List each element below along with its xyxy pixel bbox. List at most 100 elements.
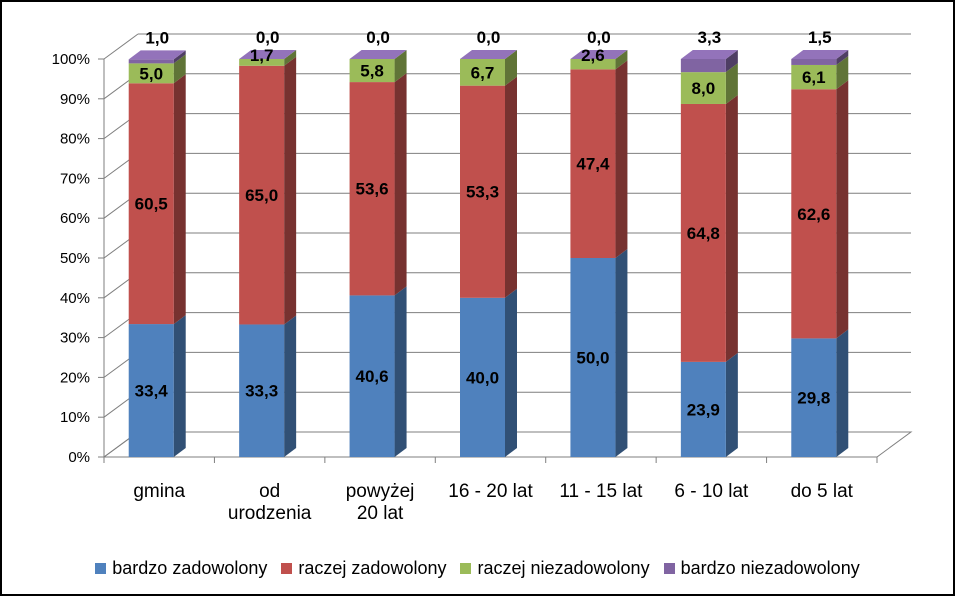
legend-swatch (95, 562, 107, 574)
data-label: 33,3 (245, 382, 278, 401)
bar-segment (128, 324, 174, 457)
bar-side (284, 50, 297, 66)
data-label: 2,6 (581, 46, 605, 65)
legend-item: raczej zadowolony (281, 558, 446, 579)
x-category-label: do 5 lat (791, 481, 854, 502)
bar-segment (349, 295, 395, 457)
bar-segment (349, 59, 395, 83)
bar-segment (239, 65, 285, 325)
x-category-label: urodzenia (228, 503, 312, 524)
x-category-label: gmina (133, 481, 185, 502)
gridline-diagonal (103, 33, 139, 60)
bar-segment (460, 297, 505, 457)
legend-item: raczej niezadowolony (460, 557, 650, 579)
bar-side (836, 329, 849, 457)
data-labels: 33,460,55,01,033,365,01,70,040,653,65,80… (135, 28, 832, 419)
y-tick-label: 40% (60, 290, 90, 307)
bar-stack (239, 50, 297, 457)
bar-side (173, 315, 186, 457)
bar-stack (570, 50, 628, 457)
legend-label: raczej niezadowolony (477, 557, 650, 578)
bar-side (836, 50, 849, 65)
bar-top (680, 50, 738, 59)
data-label: 62,6 (797, 205, 830, 224)
bar-segment (570, 59, 616, 70)
bar-segment (128, 83, 174, 325)
bar-segment (570, 69, 616, 259)
data-label: 60,5 (135, 195, 168, 214)
legend-label: raczej zadowolony (298, 557, 447, 578)
data-label: 65,0 (245, 186, 278, 205)
bar-segment (680, 59, 726, 73)
bar-segment (680, 361, 726, 457)
x-category-label: powyżej (346, 481, 415, 502)
y-tick-label: 100% (52, 51, 90, 68)
data-label: 5,8 (360, 62, 384, 81)
y-tick-label: 30% (60, 330, 90, 347)
bar-stack (128, 50, 186, 457)
data-label: 53,3 (466, 183, 499, 202)
data-label: 3,3 (698, 28, 722, 47)
bar-segment (791, 338, 837, 457)
bar-top (128, 50, 186, 60)
bar-top (791, 50, 849, 59)
bar-segment (791, 59, 837, 65)
bar-side (725, 63, 738, 104)
bar-side (284, 56, 297, 325)
bar-side (505, 288, 517, 457)
bar-stack (460, 50, 517, 457)
data-label: 50,0 (576, 349, 609, 368)
bar-segment (791, 64, 837, 90)
bar-segment (791, 89, 837, 339)
data-label: 1,0 (145, 28, 169, 47)
bar-side (725, 352, 738, 457)
bar-segment (349, 82, 395, 296)
legend-label: bardzo niezadowolony (680, 557, 860, 578)
data-label: 0,0 (366, 28, 390, 47)
bar-side (725, 50, 738, 73)
legend-item: bardzo niezadowolony (663, 557, 860, 579)
bar-top (460, 50, 517, 59)
x-category-label: od (259, 481, 280, 502)
legend-swatch (663, 562, 675, 574)
bar-stack (349, 50, 407, 457)
data-label: 6,7 (471, 63, 495, 82)
data-label: 47,4 (576, 155, 610, 174)
data-label: 33,4 (135, 382, 169, 401)
bar-side (173, 74, 186, 325)
bar-side (615, 249, 628, 457)
bar-segment (680, 72, 726, 104)
bar-side (836, 55, 849, 90)
bar-side (615, 60, 628, 259)
y-tick-label: 70% (60, 170, 90, 187)
bar-segment (128, 63, 174, 84)
bar-side (394, 73, 407, 296)
data-label: 0,0 (256, 28, 280, 47)
data-label: 0,0 (587, 28, 611, 47)
chart-legend: bardzo zadowolony raczej zadowolony raczej… (0, 556, 955, 580)
bar-segment (239, 324, 285, 457)
data-label: 5,0 (139, 64, 163, 83)
bar-side (505, 50, 517, 86)
y-tick-label: 80% (60, 131, 90, 148)
bar-side (836, 80, 849, 339)
legend-label: bardzo zadowolony (112, 557, 268, 578)
bar-segment (460, 59, 505, 86)
bar-side (173, 50, 186, 64)
bar-side (725, 94, 738, 362)
bar-segment (128, 59, 174, 64)
bar-side (615, 50, 628, 70)
bar-side (394, 286, 407, 457)
y-tick-label: 90% (60, 91, 90, 108)
data-label: 8,0 (692, 79, 716, 98)
data-label: 0,0 (477, 28, 501, 47)
data-label: 1,5 (808, 28, 832, 47)
bar-top (349, 50, 407, 59)
y-tick-label: 20% (60, 369, 90, 386)
legend-swatch (281, 562, 293, 574)
data-label: 40,0 (466, 368, 499, 387)
bar-segment (680, 103, 726, 362)
y-tick-label: 10% (60, 409, 90, 426)
bar-stack (680, 50, 738, 457)
